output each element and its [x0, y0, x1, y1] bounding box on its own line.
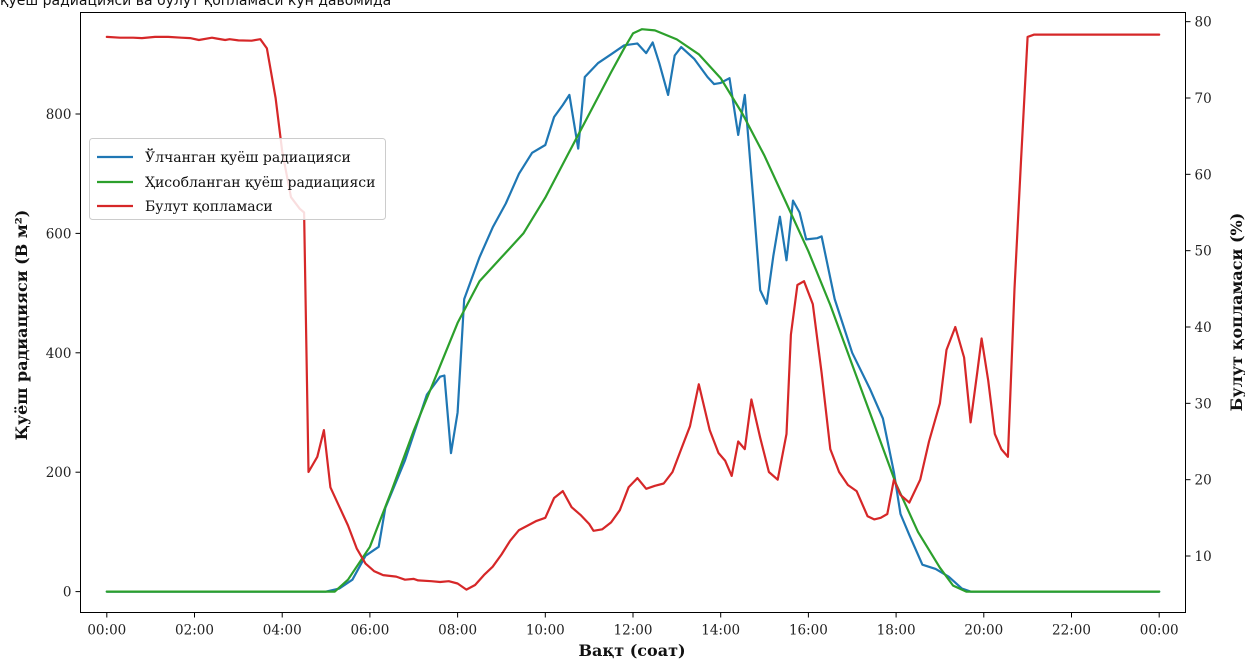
- legend-box: [89, 138, 386, 220]
- x-tick-label: 16:00: [789, 623, 828, 639]
- x-tick-label: 20:00: [964, 623, 1003, 639]
- right-y-tick-label: 80: [1195, 15, 1212, 31]
- right-y-tick-label: 70: [1195, 91, 1212, 107]
- legend-label-cloud: Булут қопламаси: [145, 199, 273, 215]
- x-tick-label: 02:00: [175, 623, 214, 639]
- legend-label-calculated: Ҳисобланган қуёш радиацияси: [145, 175, 375, 191]
- x-tick-label: 18:00: [877, 623, 916, 639]
- right-y-tick-label: 60: [1195, 167, 1212, 183]
- right-y-tick-label: 30: [1195, 396, 1212, 412]
- x-tick-label: 14:00: [701, 623, 740, 639]
- plot-frame: [80, 12, 1186, 613]
- x-axis-ticks: 00:00 02:00 04:00 06:00 08:00 10:00 12:00 14:00…: [87, 612, 1179, 639]
- x-tick-label: 08:00: [438, 623, 477, 639]
- x-tick-label: 04:00: [263, 623, 302, 639]
- legend-label-measured: Ўлчанган қуёш радиацияси: [145, 147, 351, 166]
- series-layer: [105, 28, 1161, 593]
- right-y-axis-ticks: 10 20 30 40 50 60 70 80: [1185, 15, 1212, 565]
- right-y-tick-label: 40: [1195, 320, 1212, 336]
- left-y-tick-label: 600: [46, 226, 72, 242]
- x-tick-label: 12:00: [614, 623, 653, 639]
- right-y-axis-title: Булут қопламаси (%): [1227, 213, 1245, 412]
- x-axis-title: Вақт (соат): [578, 641, 685, 660]
- left-y-axis-ticks: 0 200 400 600 800: [46, 107, 81, 601]
- left-y-tick-label: 800: [46, 107, 72, 123]
- series-line-cloud: [105, 33, 1161, 591]
- x-tick-label: 10:00: [526, 623, 565, 639]
- right-y-tick-label: 20: [1195, 473, 1212, 489]
- x-tick-label: 00:00: [1140, 623, 1179, 639]
- left-y-tick-label: 200: [46, 465, 72, 481]
- x-tick-label: 22:00: [1052, 623, 1091, 639]
- legend: Ўлчанган қуёш радиацияси Ҳисобланган қуё…: [89, 138, 386, 220]
- right-y-tick-label: 10: [1195, 549, 1212, 565]
- series-line-calculated: [105, 28, 1161, 593]
- left-y-tick-label: 400: [46, 346, 72, 362]
- x-tick-label: 06:00: [350, 623, 389, 639]
- x-tick-label: 00:00: [87, 623, 126, 639]
- left-y-axis-title: Қуёш радиацияси (В м²): [12, 210, 31, 441]
- left-y-tick-label: 0: [63, 585, 72, 601]
- top-caption: қуёш радиацияси ва булут қопламаси кун д…: [0, 0, 392, 9]
- right-y-tick-label: 50: [1195, 244, 1212, 260]
- series-line-measured: [105, 41, 1161, 593]
